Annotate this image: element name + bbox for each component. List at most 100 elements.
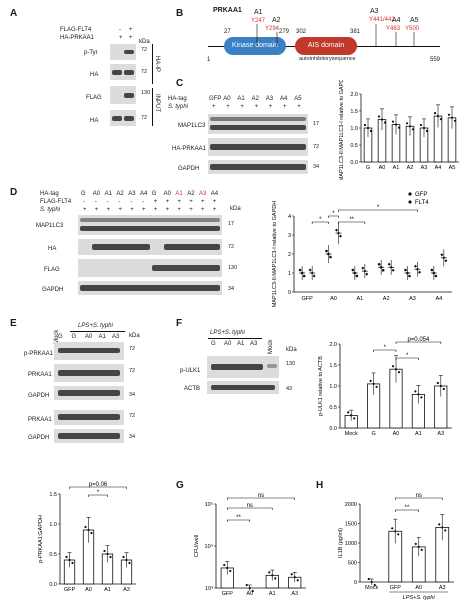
panel-label-d: D [10,187,18,198]
h-dot-A0-2 [420,548,423,551]
c-xtick-A2: A2 [407,165,414,171]
c-lane-A2: A2 [251,96,259,102]
e-lane-0: G [58,334,63,340]
e-pval-label: p=0.06 [89,482,108,488]
c-dot-A3-0 [419,123,423,127]
d-infect-7: + [165,207,170,213]
c-dot-A4-1 [436,115,440,118]
f-mw-2: 43 [286,386,293,392]
g-sig-2-label: ns [247,503,253,509]
d-blot-gapdh [78,281,222,295]
residue-y500: Y500 [405,26,420,32]
h-dot-A3-2 [444,529,447,532]
chart-h: 0 500 1000 1500 2000 IL1B (pg/ml) Mock GFP A0 A3 n… [338,493,454,601]
flag-minus: - [119,27,121,33]
ha-plus-2: + [129,35,133,41]
f-mw-1: 130 [286,361,296,367]
h-dot-GFP-0 [391,527,394,530]
c-dot-A1-1 [394,123,398,126]
e-dot-A0-2 [90,531,93,535]
f-treat-line [208,338,262,339]
c-dot-G-1 [366,126,370,130]
d-pt-FLT4-GFP-0 [308,268,312,272]
bracket-ip [152,44,153,84]
e-lane-2: A0 [85,334,93,340]
e-blot-label-gapdh: GAPDH [28,393,50,399]
d-lane-8: A1 [175,191,183,197]
ais-caption: autoinhibitorysequence [299,56,356,62]
d-xtick-A3: A3 [409,296,416,302]
kinase-domain: Kinase domain [224,37,286,55]
e-dot-A3-2 [128,561,131,565]
c-dot-A1-0 [391,120,395,123]
d-pt-FLT4-A4-1 [442,256,446,260]
pos-381: 381 [350,29,361,35]
g-dot-GFP-0 [223,563,226,567]
h-dot-GFP-2 [397,533,400,536]
f-pval-line [395,341,442,344]
c-xtick-A0: A0 [379,165,386,171]
d-lane-9: A2 [187,191,195,197]
d-flag-6: + [153,199,158,205]
chart-f: 0.0 0.5 1.0 1.5 2.0 p-ULK1 relative to ACTB Mo… [318,337,452,437]
c-dot-A3-2 [425,129,429,133]
e-dot-A0-1 [87,528,90,532]
h-xtick-GFP: GFP [390,585,402,591]
g-sig-1-label: ns [258,493,264,499]
c-blot-gapdh [208,160,308,174]
f-dot-Mock-0 [347,411,350,414]
d-sig-2-label: * [332,211,335,217]
d-pt-GFP-A1-2 [355,274,359,278]
d-pt-GFP-A4-0 [430,268,434,272]
mw-a-3: 130 [141,90,151,96]
g-sig-3-label: ** [236,515,241,521]
e-dot-A3-0 [122,555,125,559]
c-ylabel: MAP1LC3-II:MAP1LC3-I relative to GAPDH [339,80,345,180]
d-sig-4-label: * [377,205,380,211]
blot-ptyr [110,44,136,60]
f-dot-A3-2 [442,387,445,391]
d-ytick-3: 3 [288,233,291,239]
f-dot-G-2 [375,385,378,388]
blot-ha-input [110,110,136,126]
f-dot-G-0 [369,379,372,382]
g-dot-A3-1 [293,576,296,579]
c-ytick-0: 0.0 [350,160,358,166]
e-xtick-A3: A3 [123,587,130,593]
f-ytick-1: 0.5 [329,405,337,411]
e-treat: LPS+S. typhi [78,323,113,329]
e-sig-label: * [97,490,100,496]
h-xtick-Mock: Mock [365,585,378,591]
f-dot-G-1 [372,382,375,385]
c-ytick-4: 2.0 [350,92,358,98]
e-dot-A1-2 [109,555,112,559]
g-sig-3-line [226,519,251,522]
d-infect-1: + [94,207,99,213]
d-pt-GFP-A3-2 [408,274,411,278]
f-lane-G: G [211,341,216,347]
d-sig-2-line [328,215,339,218]
h-ytick-0: 0 [354,580,357,586]
c-dot-A5-1 [450,116,454,119]
c-blot-map1lc3 [208,114,308,134]
c-lane-A4: A4 [280,96,288,102]
g-dot-A3-0 [290,573,293,576]
h-dot-A0-1 [417,545,420,548]
f-dot-A0-1 [394,368,398,371]
d-pt-FLT4-A2-1 [389,265,393,269]
d-pt-FLT4-A2-2 [391,268,395,272]
pos-302: 302 [296,29,307,35]
f-xtick-A1: A1 [415,431,422,437]
d-kda: kDa [230,206,241,212]
f-xtick-A0: A0 [393,431,400,437]
d-lane-4: A3 [128,191,136,197]
d-mw-4: 34 [228,286,235,292]
d-mw-3: 130 [228,265,238,271]
e-dot-A1-1 [106,552,109,556]
c-dot-A5-0 [447,113,451,116]
residue-y463: Y463 [386,26,401,32]
e-ytick-3: 1.5 [49,492,57,498]
residue-y294: Y294 [265,26,280,32]
c-mw-3: 34 [313,164,320,170]
f-dot-A3-1 [439,384,442,388]
